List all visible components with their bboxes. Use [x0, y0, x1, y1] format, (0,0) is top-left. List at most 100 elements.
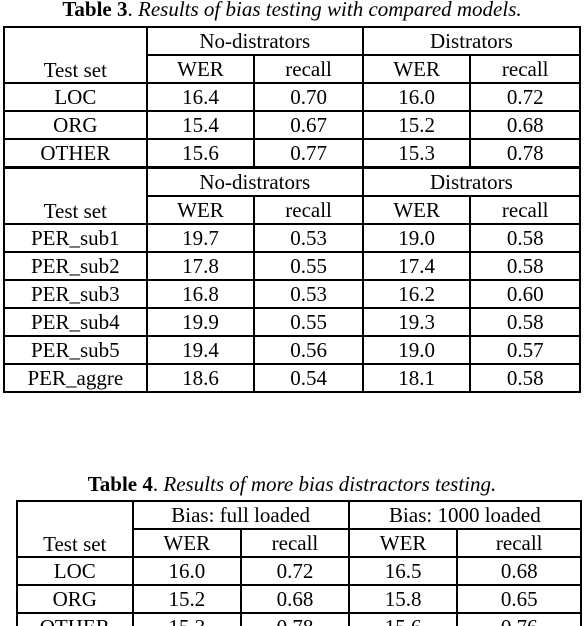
- sub-header-wer: WER: [145, 195, 256, 225]
- sub-header-wer: WER: [361, 195, 472, 225]
- cell: 0.78: [240, 612, 350, 626]
- cell: 19.7: [145, 223, 256, 253]
- table-row: OTHER 15.6 0.77 15.3 0.78: [3, 138, 581, 169]
- cell: 19.0: [361, 223, 472, 253]
- cell: 0.55: [253, 251, 364, 281]
- group-header-no-distractors: No-distrators: [145, 26, 364, 56]
- cell: 0.72: [240, 556, 350, 586]
- sub-header-wer: WER: [347, 528, 459, 558]
- cell: 0.57: [469, 335, 581, 365]
- cell: 0.70: [253, 82, 364, 112]
- cell: 15.4: [145, 110, 256, 140]
- cell: 0.58: [469, 307, 581, 337]
- cell: 0.58: [469, 363, 581, 393]
- cell: 16.8: [145, 279, 256, 309]
- sub-header-recall: recall: [240, 528, 350, 558]
- cell: 0.76: [456, 612, 582, 626]
- cell: 16.0: [131, 556, 243, 586]
- table-row: PER_sub4 19.9 0.55 19.3 0.58: [3, 307, 581, 337]
- table4: Test set Bias: full loaded Bias: 1000 lo…: [16, 500, 583, 626]
- cell: 0.78: [469, 138, 581, 169]
- table4-caption: Table 4. Results of more bias distractor…: [0, 473, 584, 495]
- row-label: OTHER: [3, 138, 148, 169]
- table-row: OTHER 15.3 0.78 15.6 0.76: [16, 612, 582, 626]
- group-header-distractors: Distrators: [361, 26, 582, 56]
- cell: 18.1: [361, 363, 472, 393]
- table3-subheader-row: WER recall WER recall: [4, 195, 581, 225]
- row-label: ORG: [3, 110, 148, 140]
- row-label: PER_sub4: [3, 307, 148, 337]
- table-row: PER_sub5 19.4 0.56 19.0 0.57: [3, 335, 581, 365]
- table3-caption: Table 3. Results of bias testing with co…: [0, 0, 584, 20]
- table3: Test set No-distrators Distrators WER re…: [3, 26, 582, 393]
- table-row: LOC 16.4 0.70 16.0 0.72: [3, 82, 581, 112]
- sub-header-recall: recall: [253, 54, 364, 84]
- sub-header-wer: WER: [131, 528, 243, 558]
- cell: 19.3: [361, 307, 472, 337]
- table3-caption-text: Results of bias testing with compared mo…: [138, 0, 522, 21]
- row-label: PER_sub1: [3, 223, 148, 253]
- table4-header-row: Test set Bias: full loaded Bias: 1000 lo…: [16, 500, 583, 558]
- cell: 0.68: [456, 556, 582, 586]
- group-header-1000-loaded: Bias: 1000 loaded: [347, 500, 583, 530]
- cell: 15.3: [131, 612, 243, 626]
- cell: 19.4: [145, 335, 256, 365]
- table-row: ORG 15.2 0.68 15.8 0.65: [16, 584, 582, 614]
- sub-header-recall: recall: [253, 195, 364, 225]
- table-row: PER_sub3 16.8 0.53 16.2 0.60: [3, 279, 581, 309]
- cell: 17.8: [145, 251, 256, 281]
- table4-subheader-row: WER recall WER recall: [17, 528, 582, 558]
- group-header-distractors: Distrators: [361, 166, 582, 197]
- cell: 0.65: [456, 584, 582, 614]
- cell: 15.8: [347, 584, 459, 614]
- cell: 15.2: [131, 584, 243, 614]
- cell: 18.6: [145, 363, 256, 393]
- row-label: PER_aggre: [3, 363, 148, 393]
- table4-caption-text: Results of more bias distractors testing…: [163, 472, 497, 496]
- test-set-header: Test set: [16, 500, 134, 558]
- cell: 15.6: [347, 612, 459, 626]
- row-label: ORG: [16, 584, 134, 614]
- table-row: PER_sub2 17.8 0.55 17.4 0.58: [3, 251, 581, 281]
- table4-caption-label: Table 4: [87, 472, 153, 496]
- test-set-header: Test set: [3, 26, 148, 84]
- cell: 19.0: [361, 335, 472, 365]
- sub-header-wer: WER: [361, 54, 472, 84]
- cell: 0.60: [469, 279, 581, 309]
- group-header-full-loaded: Bias: full loaded: [131, 500, 350, 530]
- row-label: LOC: [3, 82, 148, 112]
- table3-header-row: Test set No-distrators Distrators: [3, 26, 582, 84]
- cell: 15.2: [361, 110, 472, 140]
- cell: 19.9: [145, 307, 256, 337]
- row-label: LOC: [16, 556, 134, 586]
- table3-caption-sep: .: [127, 0, 139, 21]
- sub-header-recall: recall: [469, 195, 581, 225]
- cell: 0.56: [253, 335, 364, 365]
- row-label: PER_sub2: [3, 251, 148, 281]
- cell: 0.67: [253, 110, 364, 140]
- cell: 0.58: [469, 251, 581, 281]
- sub-header-recall: recall: [456, 528, 582, 558]
- cell: 0.53: [253, 223, 364, 253]
- cell: 0.54: [253, 363, 364, 393]
- cell: 0.77: [253, 138, 364, 169]
- cell: 16.0: [361, 82, 472, 112]
- cell: 16.2: [361, 279, 472, 309]
- cell: 0.68: [469, 110, 581, 140]
- sub-header-recall: recall: [469, 54, 581, 84]
- cell: 16.5: [347, 556, 459, 586]
- cell: 0.53: [253, 279, 364, 309]
- sub-header-wer: WER: [145, 54, 256, 84]
- table3-caption-label: Table 3: [62, 0, 128, 21]
- cell: 0.58: [469, 223, 581, 253]
- cell: 0.72: [469, 82, 581, 112]
- test-set-header: Test set: [3, 166, 148, 225]
- cell: 16.4: [145, 82, 256, 112]
- cell: 0.55: [253, 307, 364, 337]
- row-label: PER_sub3: [3, 279, 148, 309]
- table-row: LOC 16.0 0.72 16.5 0.68: [16, 556, 582, 586]
- row-label: PER_sub5: [3, 335, 148, 365]
- table-row: PER_sub1 19.7 0.53 19.0 0.58: [3, 223, 581, 253]
- cell: 17.4: [361, 251, 472, 281]
- table-row: ORG 15.4 0.67 15.2 0.68: [3, 110, 581, 140]
